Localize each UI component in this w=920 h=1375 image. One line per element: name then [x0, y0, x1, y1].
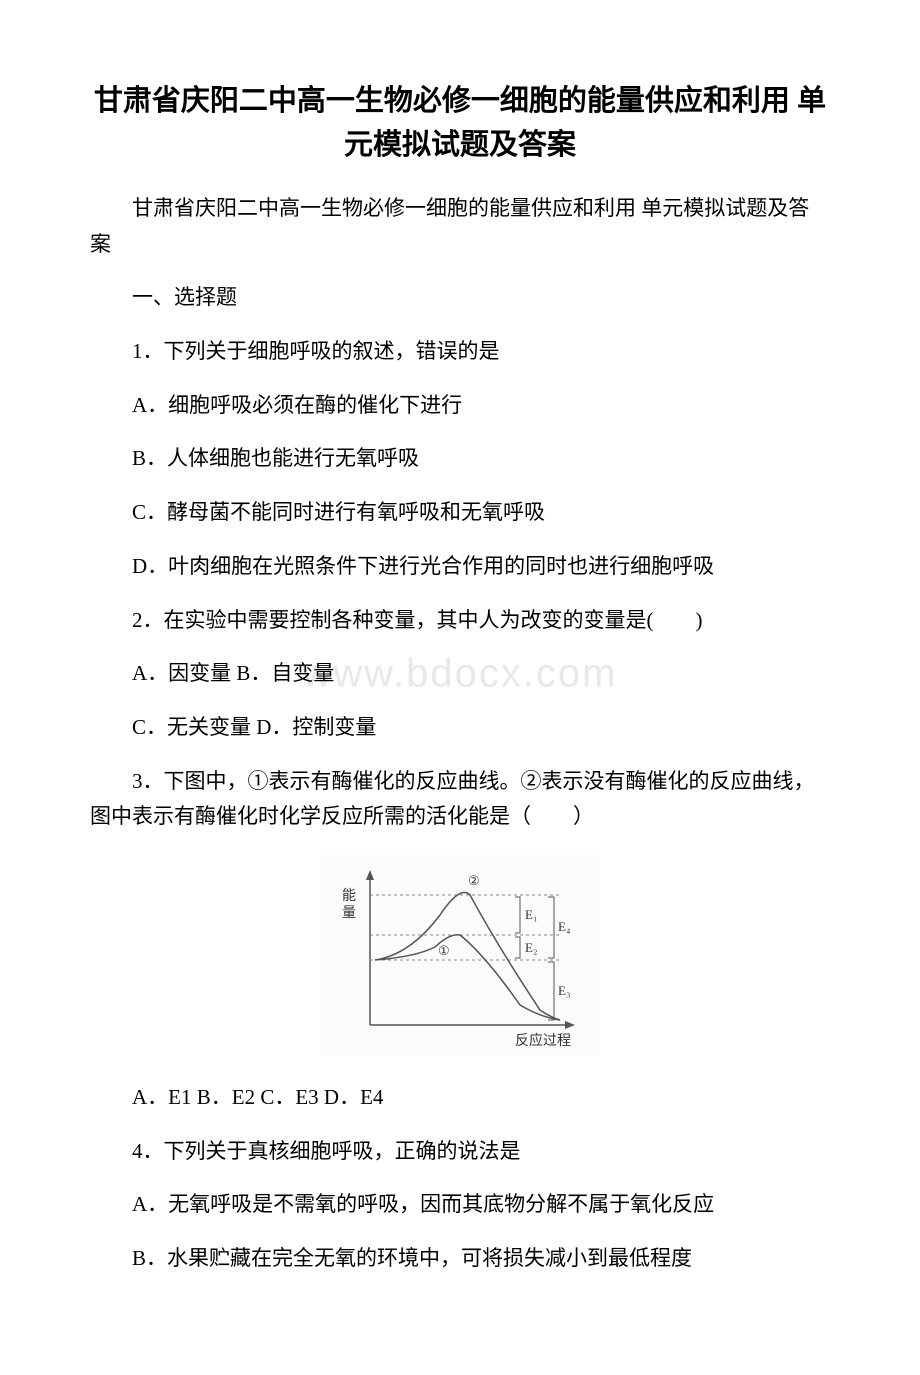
q4-stem: 4．下列关于真核细胞呼吸，正确的说法是 — [90, 1134, 830, 1170]
q4-option-b: B．水果贮藏在完全无氧的环境中，可将损失减小到最低程度 — [90, 1241, 830, 1277]
q4-option-a: A．无氧呼吸是不需氧的呼吸，因而其底物分解不属于氧化反应 — [90, 1187, 830, 1223]
section-header-1: 一、选择题 — [90, 280, 830, 316]
document-subtitle: 甘肃省庆阳二中高一生物必修一细胞的能量供应和利用 单元模拟试题及答案 — [90, 191, 830, 262]
q2-stem: 2．在实验中需要控制各种变量，其中人为改变的变量是( ) — [90, 603, 830, 639]
q1-option-a: A．细胞呼吸必须在酶的催化下进行 — [90, 388, 830, 424]
q2-option-ab: A．因变量 B．自变量 — [90, 656, 830, 692]
x-axis-label: 反应过程 — [515, 1032, 571, 1049]
curve1-label: ① — [438, 943, 450, 958]
curve2-label: ② — [468, 873, 480, 888]
q3-options: A．E1 B．E2 C．E3 D．E4 — [90, 1080, 830, 1116]
y-axis-label: 能 — [342, 888, 356, 904]
e2-label: E₂ — [525, 940, 537, 955]
q1-stem: 1．下列关于细胞呼吸的叙述，错误的是 — [90, 334, 830, 370]
svg-text:量: 量 — [342, 905, 356, 921]
document-title: 甘肃省庆阳二中高一生物必修一细胞的能量供应和利用 单元模拟试题及答案 — [90, 80, 830, 167]
activation-energy-diagram: 能 量 反应过程 ② ① E₁ E₂ E₄ E₃ — [320, 855, 600, 1055]
watermark-section: www.bdocx.com A．因变量 B．自变量 — [90, 656, 830, 692]
q3-diagram-container: 能 量 反应过程 ② ① E₁ E₂ E₄ E₃ — [90, 855, 830, 1060]
q3-stem: 3．下图中，①表示有酶催化的反应曲线。②表示没有酶催化的反应曲线，图中表示有酶催… — [90, 764, 830, 835]
q1-option-d: D．叶肉细胞在光照条件下进行光合作用的同时也进行细胞呼吸 — [90, 549, 830, 585]
q1-option-c: C．酵母菌不能同时进行有氧呼吸和无氧呼吸 — [90, 495, 830, 531]
e3-label: E₃ — [558, 983, 570, 998]
q2-option-cd: C．无关变量 D．控制变量 — [90, 710, 830, 746]
e4-label: E₄ — [558, 919, 571, 934]
e1-label: E₁ — [525, 907, 537, 922]
q1-option-b: B．人体细胞也能进行无氧呼吸 — [90, 441, 830, 477]
